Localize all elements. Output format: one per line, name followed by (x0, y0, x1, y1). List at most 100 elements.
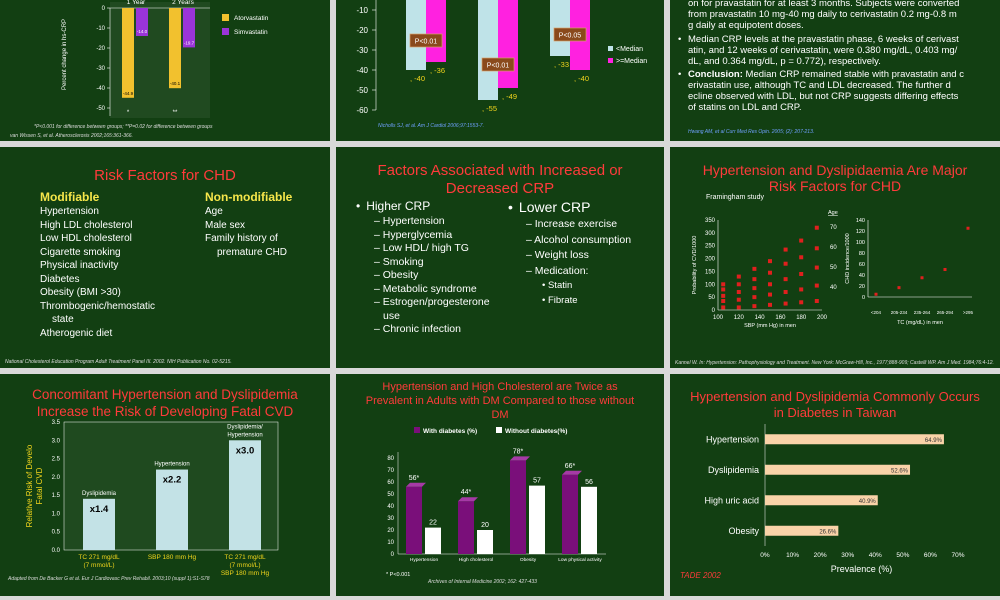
slide-cerivastatin-text[interactable]: on for pravastatin for at least 3 months… (670, 0, 1000, 141)
s4-modifiable-item: state (52, 314, 74, 325)
s6-c2-ytick: 100 (856, 240, 865, 246)
s8-bar-with (562, 474, 578, 554)
slide-statin-crp-chart[interactable]: 0 -10 -20 -30 -40 -50 1 Year -44.9 -14.0 * 2 Years… (0, 0, 330, 141)
s3-bullet-conclusion: • Conclusion: Median CRP remained stable… (678, 69, 964, 113)
s6-c1-point (736, 305, 741, 310)
s1-ytick-label: -40 (96, 86, 105, 92)
s4-modifiable-item: Diabetes (40, 273, 80, 285)
s1-bar-value: -14.0 (137, 29, 148, 34)
s6-c1-point (799, 272, 804, 276)
s6-c1-point (783, 261, 788, 266)
s7-bar-multiplier: x1.4 (90, 504, 109, 515)
s6-c2-xtick: >295 (963, 310, 974, 315)
s9-bar (765, 495, 878, 506)
s8-ytick-label: 80 (387, 456, 394, 462)
s6-c1-point (736, 290, 741, 294)
s6-c1-ytick: 250 (705, 244, 716, 250)
s8-category-label: Obesity (520, 557, 537, 563)
s9-xtick-label: 70% (951, 552, 964, 559)
slide-crp-factors[interactable]: Factors Associated with Increased or Dec… (336, 147, 664, 368)
s2-bar-ge-median (426, 0, 446, 62)
s9-bar-value: 26.6% (819, 529, 837, 535)
s1-bar-value: -19.7 (184, 40, 195, 45)
s6-c1-point (814, 299, 819, 303)
s4-modifiable-heading: Modifiable (40, 190, 100, 204)
slide-taiwan-prevalence[interactable]: Hypertension and Dyslipidemia Commonly O… (670, 374, 1000, 596)
s7-title: Concomitant Hypertension and Dyslipidemi… (32, 387, 298, 419)
s2-value-ge: , -36 (430, 66, 445, 75)
s1-ytick-label: -50 (96, 106, 105, 112)
s6-c2-ytick: 60 (859, 262, 865, 268)
s1-bar (169, 8, 181, 89)
s6-c1-point (736, 297, 741, 302)
s1-category-label: 1 Year (127, 0, 146, 6)
s8-legend-without: Without diabetes(%) (505, 428, 567, 435)
s6-c1-point (721, 305, 726, 310)
s1-footnote: *P<0.001 for difference between groups; … (34, 124, 213, 130)
s8-ytick-label: 10 (387, 540, 394, 546)
s5-higher-item: – Metabolic syndrome (374, 282, 477, 295)
slide-risk-factors[interactable]: Risk Factors for CHD Modifiable Hyperten… (0, 147, 330, 368)
slide-framingham[interactable]: Hypertension and Dyslipidaemia Are Major… (670, 147, 1000, 368)
s5-higher-item: use (383, 309, 400, 322)
s6-c1-xtick: 160 (775, 315, 786, 321)
s6-c1-xtick: 140 (755, 315, 766, 321)
s2-value-lt: , -40 (410, 74, 425, 83)
s6-c1-point (721, 299, 726, 303)
slide-dm-prevalence[interactable]: Hypertension and High Cholesterol are Tw… (336, 374, 664, 596)
s5-lower-item: – Medication: (526, 264, 589, 277)
s3-intro: on for pravastatin for at least 3 months… (688, 0, 960, 31)
s1-bar-value: -40.1 (170, 81, 181, 86)
s2-pvalue-label: P<0.05 (559, 33, 581, 40)
s7-category-label: SBP 180 mm Hg (148, 554, 197, 561)
s9-xtick-label: 50% (896, 552, 909, 559)
s4-modifiable-item: Low HDL cholesterol (40, 233, 132, 244)
s2-value-ge: , -40 (574, 74, 589, 83)
s4-nonmod-item: premature CHD (217, 246, 288, 258)
s6-c2-ytick: 120 (856, 229, 865, 235)
s1-bar (136, 8, 148, 36)
s8-value-without: 20 (481, 522, 489, 529)
s7-category-label: TC 271 mg/dL (78, 554, 120, 561)
s6-c1-point (752, 304, 757, 309)
s9-bar-value: 40.9% (859, 499, 877, 505)
s1-ytick-label: -10 (96, 26, 105, 32)
s8-value-without: 22 (429, 520, 437, 527)
s4-modifiable-item: Hypertension (40, 206, 99, 217)
s5-higher-item: – Hypertension (374, 215, 445, 227)
s6-c1-point (721, 282, 726, 287)
s6-c1-point (736, 274, 741, 279)
s6-c2-xtick: <204 (871, 310, 882, 315)
s2-pvalue-label: P<0.01 (487, 63, 509, 70)
s6-c1-point (799, 255, 804, 260)
s4-modifiable-item: Physical inactivity (40, 260, 119, 271)
slide-median-crp-chart[interactable]: -10 -20 -30 -40 -50 -60 , -40 , -36 P<0.01 , -55,… (336, 0, 664, 141)
s5-higher-item: – Chronic infection (374, 323, 461, 335)
s7-ytick-label: 0.0 (52, 548, 61, 554)
s2-ytick-label: -20 (356, 26, 368, 35)
s6-c1-point (721, 293, 726, 298)
s9-xtick-label: 20% (814, 552, 827, 559)
s6-title: Hypertension and Dyslipidaemia Are Major… (702, 162, 968, 194)
s9-xlabel: Prevalence (%) (831, 564, 893, 574)
s2-ytick-label: -50 (356, 86, 368, 95)
s6-c1-point (736, 282, 741, 287)
s2-ytick-label: -30 (356, 46, 368, 55)
s7-ytick-label: 3.0 (52, 438, 61, 444)
s2-chart: -10 -20 -30 -40 -50 -60 , -40 , -36 P<0.01 , -55,… (356, 0, 647, 115)
s5-higher-item: – Smoking (374, 255, 424, 268)
s9-bar-value: 64.9% (925, 438, 943, 444)
s1-citation: van Wissen S, et al. Atherosclerosis 200… (10, 133, 133, 139)
slide-fatal-cvd-risk[interactable]: Concomitant Hypertension and Dyslipidemi… (0, 374, 330, 596)
s6-c1-xlabel: SBP (mm Hg) in men (744, 323, 796, 329)
s1-significance-mark: * (127, 110, 130, 116)
s6-age-label: Age (828, 210, 838, 216)
s8-value-with: 56* (409, 475, 420, 482)
s2-legend-label: <Median (616, 46, 643, 53)
s7-chart: 0.0 0.5 1.0 1.5 2.0 2.5 3.0 3.5 Relative Risk of… (25, 420, 279, 577)
s6-c1-point (783, 277, 788, 282)
s9-category-label: High uric acid (704, 495, 759, 505)
s1-legend-swatch (222, 28, 229, 35)
s9-category-label: Obesity (728, 526, 759, 536)
s5-higher-item: – Hyperglycemia (374, 228, 453, 241)
